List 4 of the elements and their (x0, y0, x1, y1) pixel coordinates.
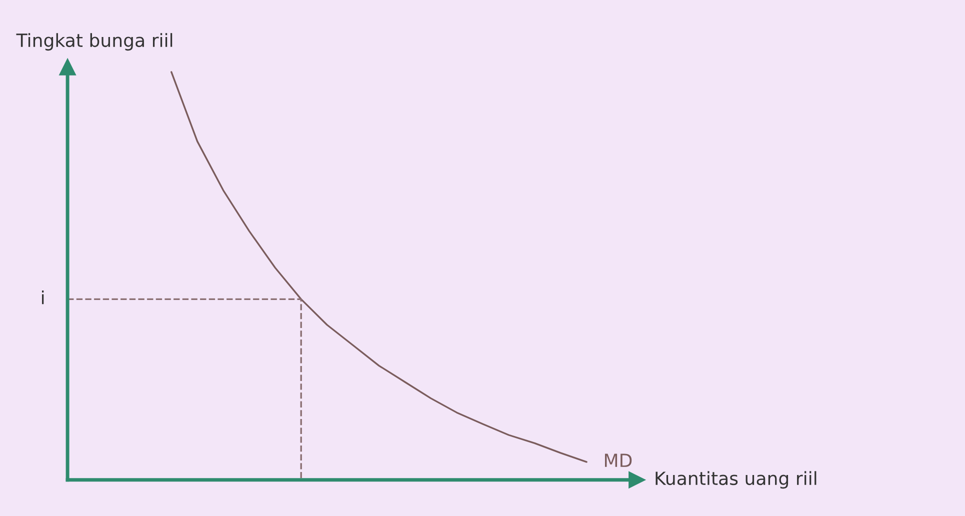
y-axis-title: Tingkat bunga riil (16, 33, 172, 51)
x-axis-title: Kuantitas uang riil (656, 471, 816, 489)
text: i (42, 290, 44, 304)
series-label: MD (604, 454, 632, 467)
